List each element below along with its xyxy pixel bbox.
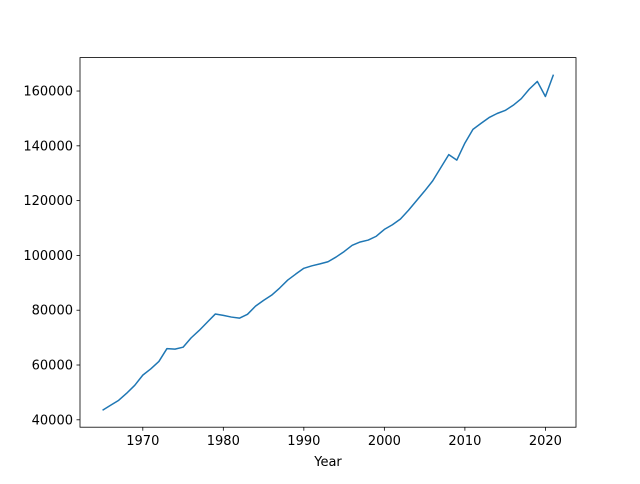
y-tick-label: 140000 (23, 139, 73, 154)
x-axis-label: Year (313, 455, 342, 470)
y-tick-label: 40000 (32, 413, 73, 428)
y-tick-label: 80000 (32, 304, 73, 319)
y-tick-label: 100000 (23, 249, 73, 264)
x-tick-label: 1990 (287, 434, 320, 449)
x-axis: 1970 1980 1990 2000 2010 2020 (126, 427, 562, 449)
y-axis: 40000 60000 80000 100000 120000 140000 160000 (23, 85, 80, 428)
x-tick-label: 2020 (529, 434, 562, 449)
x-tick-label: 1980 (207, 434, 240, 449)
data-line (102, 74, 555, 411)
x-tick-label: 2000 (368, 434, 401, 449)
y-tick-label: 160000 (23, 85, 73, 100)
plot-area (79, 57, 577, 428)
x-tick-label: 2010 (448, 434, 481, 449)
x-tick-label: 1970 (126, 434, 159, 449)
y-tick-label: 120000 (23, 194, 73, 209)
y-tick-label: 60000 (32, 359, 73, 374)
